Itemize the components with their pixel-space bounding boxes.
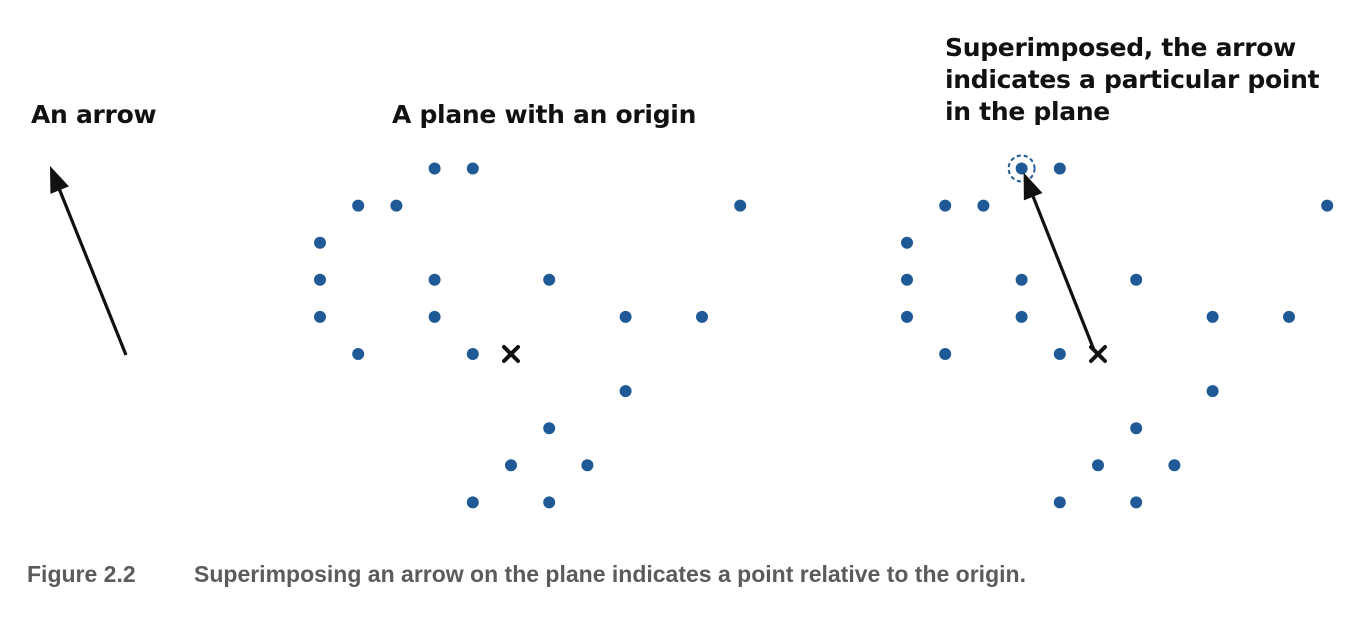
plane-panel-title: A plane with an origin xyxy=(392,99,696,131)
plane-point xyxy=(901,273,913,286)
origin-x-icon xyxy=(1089,345,1107,363)
plane-point xyxy=(314,273,326,286)
plane-point xyxy=(390,199,403,212)
plane-point xyxy=(1053,348,1066,360)
arrow-shaft xyxy=(1030,194,1096,351)
plane-panel xyxy=(314,162,747,509)
plane-point xyxy=(466,496,479,509)
plane-point xyxy=(901,310,913,323)
dashed-circle-icon xyxy=(1007,154,1036,183)
plane-point xyxy=(939,199,952,212)
title-line: indicates a particular point xyxy=(945,65,1320,94)
plane-point xyxy=(505,459,517,472)
caption-text: Superimposing an arrow on the plane indi… xyxy=(194,561,1026,587)
plane-point xyxy=(1130,273,1143,286)
plane-point xyxy=(1015,162,1028,175)
plane-point xyxy=(1321,199,1334,212)
arrow-shaft xyxy=(57,187,128,356)
plane-point xyxy=(352,199,365,212)
plane-point xyxy=(1206,310,1219,323)
plane-point xyxy=(314,236,326,249)
triangle-arrowhead-icon xyxy=(1023,172,1043,201)
plane-point xyxy=(352,348,365,360)
plane-point xyxy=(428,273,441,286)
plane-point xyxy=(1053,162,1066,175)
plane-point xyxy=(543,496,556,509)
plane-point xyxy=(619,310,632,323)
title-line: Superimposed, the arrow xyxy=(945,33,1296,62)
plane-point xyxy=(1206,385,1219,398)
title-line: A plane with an origin xyxy=(392,100,697,129)
plane-point xyxy=(1015,273,1028,286)
superimposed-panel-title: Superimposed, the arrow indicates a part… xyxy=(945,32,1320,128)
plane-point xyxy=(901,236,913,249)
origin-x-icon xyxy=(502,345,520,363)
plane-point xyxy=(1130,422,1143,435)
plane-point xyxy=(939,348,952,360)
title-line: An arrow xyxy=(31,100,157,129)
plane-point xyxy=(1092,459,1104,472)
plane-point xyxy=(428,162,441,175)
plane-point xyxy=(1283,310,1295,323)
plane-point xyxy=(1015,310,1028,323)
superimposed-panel xyxy=(901,154,1334,509)
plane-point xyxy=(1130,496,1143,509)
plane-point xyxy=(696,310,708,323)
plane-point xyxy=(466,162,479,175)
plane-point xyxy=(466,348,479,360)
plane-point xyxy=(428,310,441,323)
arrow-panel-title: An arrow xyxy=(31,99,157,131)
figure-label: Figure 2.2 xyxy=(27,561,136,587)
plane-point xyxy=(543,422,556,435)
plane-point xyxy=(734,199,747,212)
plane-point xyxy=(314,310,326,323)
plane-point xyxy=(977,199,990,212)
plane-point xyxy=(619,385,632,398)
plane-point xyxy=(581,459,594,472)
figure-caption: Figure 2.2 Superimposing an arrow on the … xyxy=(27,561,1026,588)
plane-point xyxy=(1168,459,1181,472)
plane-point xyxy=(1053,496,1066,509)
triangle-arrowhead-icon xyxy=(50,166,69,194)
arrow-panel xyxy=(50,166,128,356)
plane-point xyxy=(543,273,556,286)
title-line: in the plane xyxy=(945,97,1110,126)
